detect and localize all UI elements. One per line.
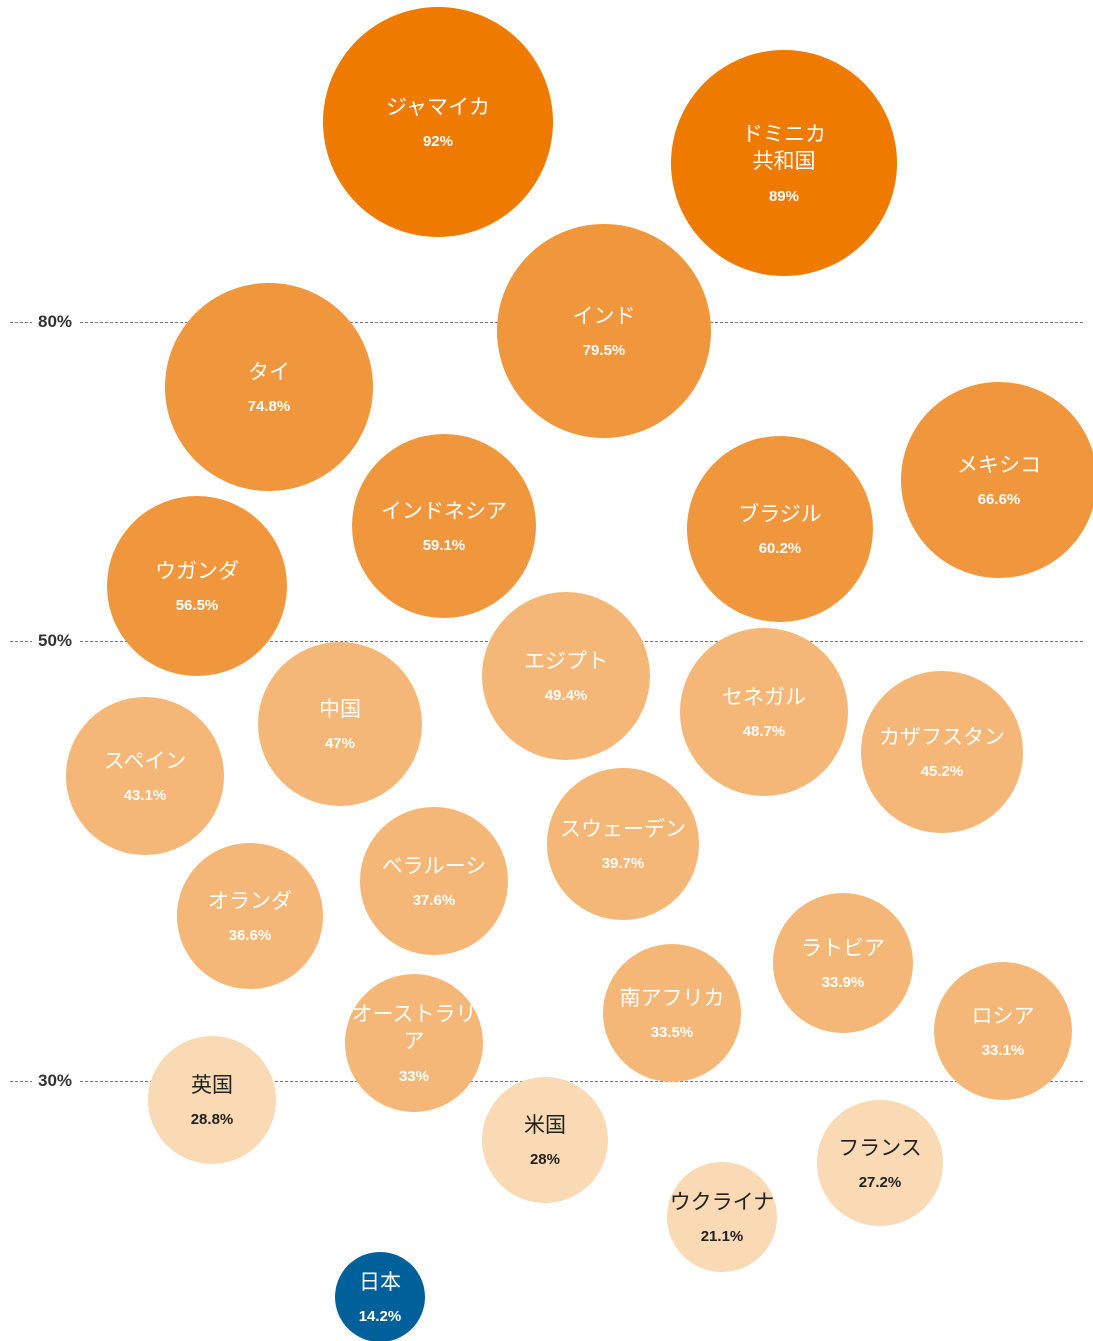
- bubble: オランダ 36.6%: [177, 843, 323, 989]
- bubble-label: 南アフリカ: [619, 986, 725, 1010]
- bubble: フランス 27.2%: [817, 1100, 943, 1226]
- bubble-label: ドミニカ 共和国: [741, 123, 826, 174]
- bubble-label: ベラルーシ: [381, 854, 487, 878]
- bubble-label: ジャマイカ: [386, 95, 490, 119]
- value-label: 45.2%: [920, 763, 964, 781]
- bubble-label: ラトビア: [800, 936, 885, 960]
- bubble: ロシア 33.1%: [933, 961, 1073, 1101]
- value-label: 27.2%: [858, 1174, 902, 1192]
- bubble-label: 米国: [523, 1113, 566, 1137]
- value-label: 49.4%: [544, 687, 588, 705]
- bubble-label: タイ: [247, 360, 290, 384]
- value-label: 79.5%: [582, 342, 626, 360]
- value-label: 28.8%: [190, 1111, 234, 1129]
- value-label: 39.7%: [601, 855, 645, 873]
- bubble: インドネシア 59.1%: [351, 433, 537, 619]
- value-label: 14.2%: [358, 1308, 402, 1326]
- bubble-label: カザフスタン: [878, 725, 1005, 749]
- bubble-label: 日本: [358, 1270, 401, 1294]
- bubble-label: メキシコ: [956, 453, 1041, 477]
- bubble-label: スウェーデン: [559, 817, 686, 841]
- value-label: 43.1%: [123, 787, 167, 805]
- value-label: 59.1%: [422, 537, 466, 555]
- bubble: インド 79.5%: [497, 224, 711, 438]
- bubble: メキシコ 66.6%: [901, 382, 1093, 578]
- bubble: カザフスタン 45.2%: [861, 671, 1023, 833]
- bubble-label: ウガンダ: [154, 559, 239, 583]
- bubble-label: エジプト: [523, 649, 608, 673]
- bubble-label: オランダ: [207, 889, 292, 913]
- bubble: スウェーデン 39.7%: [547, 768, 699, 920]
- bubble: ウクライナ 21.1%: [666, 1161, 778, 1273]
- bubble: 中国 47%: [257, 641, 423, 807]
- bubble-label: オーストラリア: [351, 1003, 477, 1054]
- bubble: ラトビア 33.9%: [773, 893, 913, 1033]
- value-label: 66.6%: [977, 491, 1021, 509]
- y-tick-label: 50%: [32, 631, 79, 651]
- bubble: ウガンダ 56.5%: [106, 495, 288, 677]
- bubble-label: ブラジル: [738, 502, 822, 526]
- bubble: 南アフリカ 33.5%: [602, 943, 742, 1083]
- value-label: 92%: [422, 133, 453, 151]
- value-label: 74.8%: [247, 398, 291, 416]
- bubble: ベラルーシ 37.6%: [360, 807, 508, 955]
- value-label: 33.1%: [981, 1042, 1025, 1060]
- value-label: 37.6%: [412, 892, 456, 910]
- bubble-label: 中国: [318, 697, 361, 721]
- value-label: 33.9%: [821, 974, 865, 992]
- y-tick-label: 80%: [32, 312, 79, 332]
- value-label: 56.5%: [175, 597, 219, 615]
- bubble: セネガル 48.7%: [680, 628, 848, 796]
- bubble-label: 英国: [190, 1073, 233, 1097]
- bubble-label: スペイン: [103, 749, 187, 773]
- value-label: 60.2%: [758, 540, 802, 558]
- bubble: ジャマイカ 92%: [322, 6, 554, 238]
- value-label: 89%: [768, 187, 799, 205]
- bubble: 米国 28%: [481, 1076, 609, 1204]
- bubble: ブラジル 60.2%: [686, 435, 874, 623]
- bubble: 英国 28.8%: [147, 1035, 277, 1165]
- bubble-label: ウクライナ: [669, 1190, 775, 1214]
- bubble: ドミニカ 共和国 89%: [670, 49, 898, 277]
- value-label: 33.5%: [650, 1024, 694, 1042]
- value-label: 21.1%: [700, 1228, 744, 1246]
- bubble-label: フランス: [838, 1136, 922, 1160]
- bubble: エジプト 49.4%: [481, 591, 651, 761]
- bubble-label: インド: [572, 304, 636, 328]
- bubble-label: ロシア: [971, 1004, 1035, 1028]
- value-label: 33%: [398, 1067, 429, 1085]
- value-label: 28%: [529, 1151, 560, 1169]
- bubble: 日本 14.2%: [334, 1251, 426, 1341]
- bubble: タイ 74.8%: [165, 283, 373, 491]
- y-tick-label: 30%: [32, 1071, 79, 1091]
- bubble-label: インドネシア: [380, 499, 507, 523]
- bubble: オーストラリア 33%: [345, 974, 483, 1112]
- bubble: スペイン 43.1%: [66, 697, 224, 855]
- value-label: 36.6%: [228, 927, 272, 945]
- bubble-label: セネガル: [721, 685, 806, 709]
- value-label: 48.7%: [742, 723, 786, 741]
- value-label: 47%: [324, 735, 355, 753]
